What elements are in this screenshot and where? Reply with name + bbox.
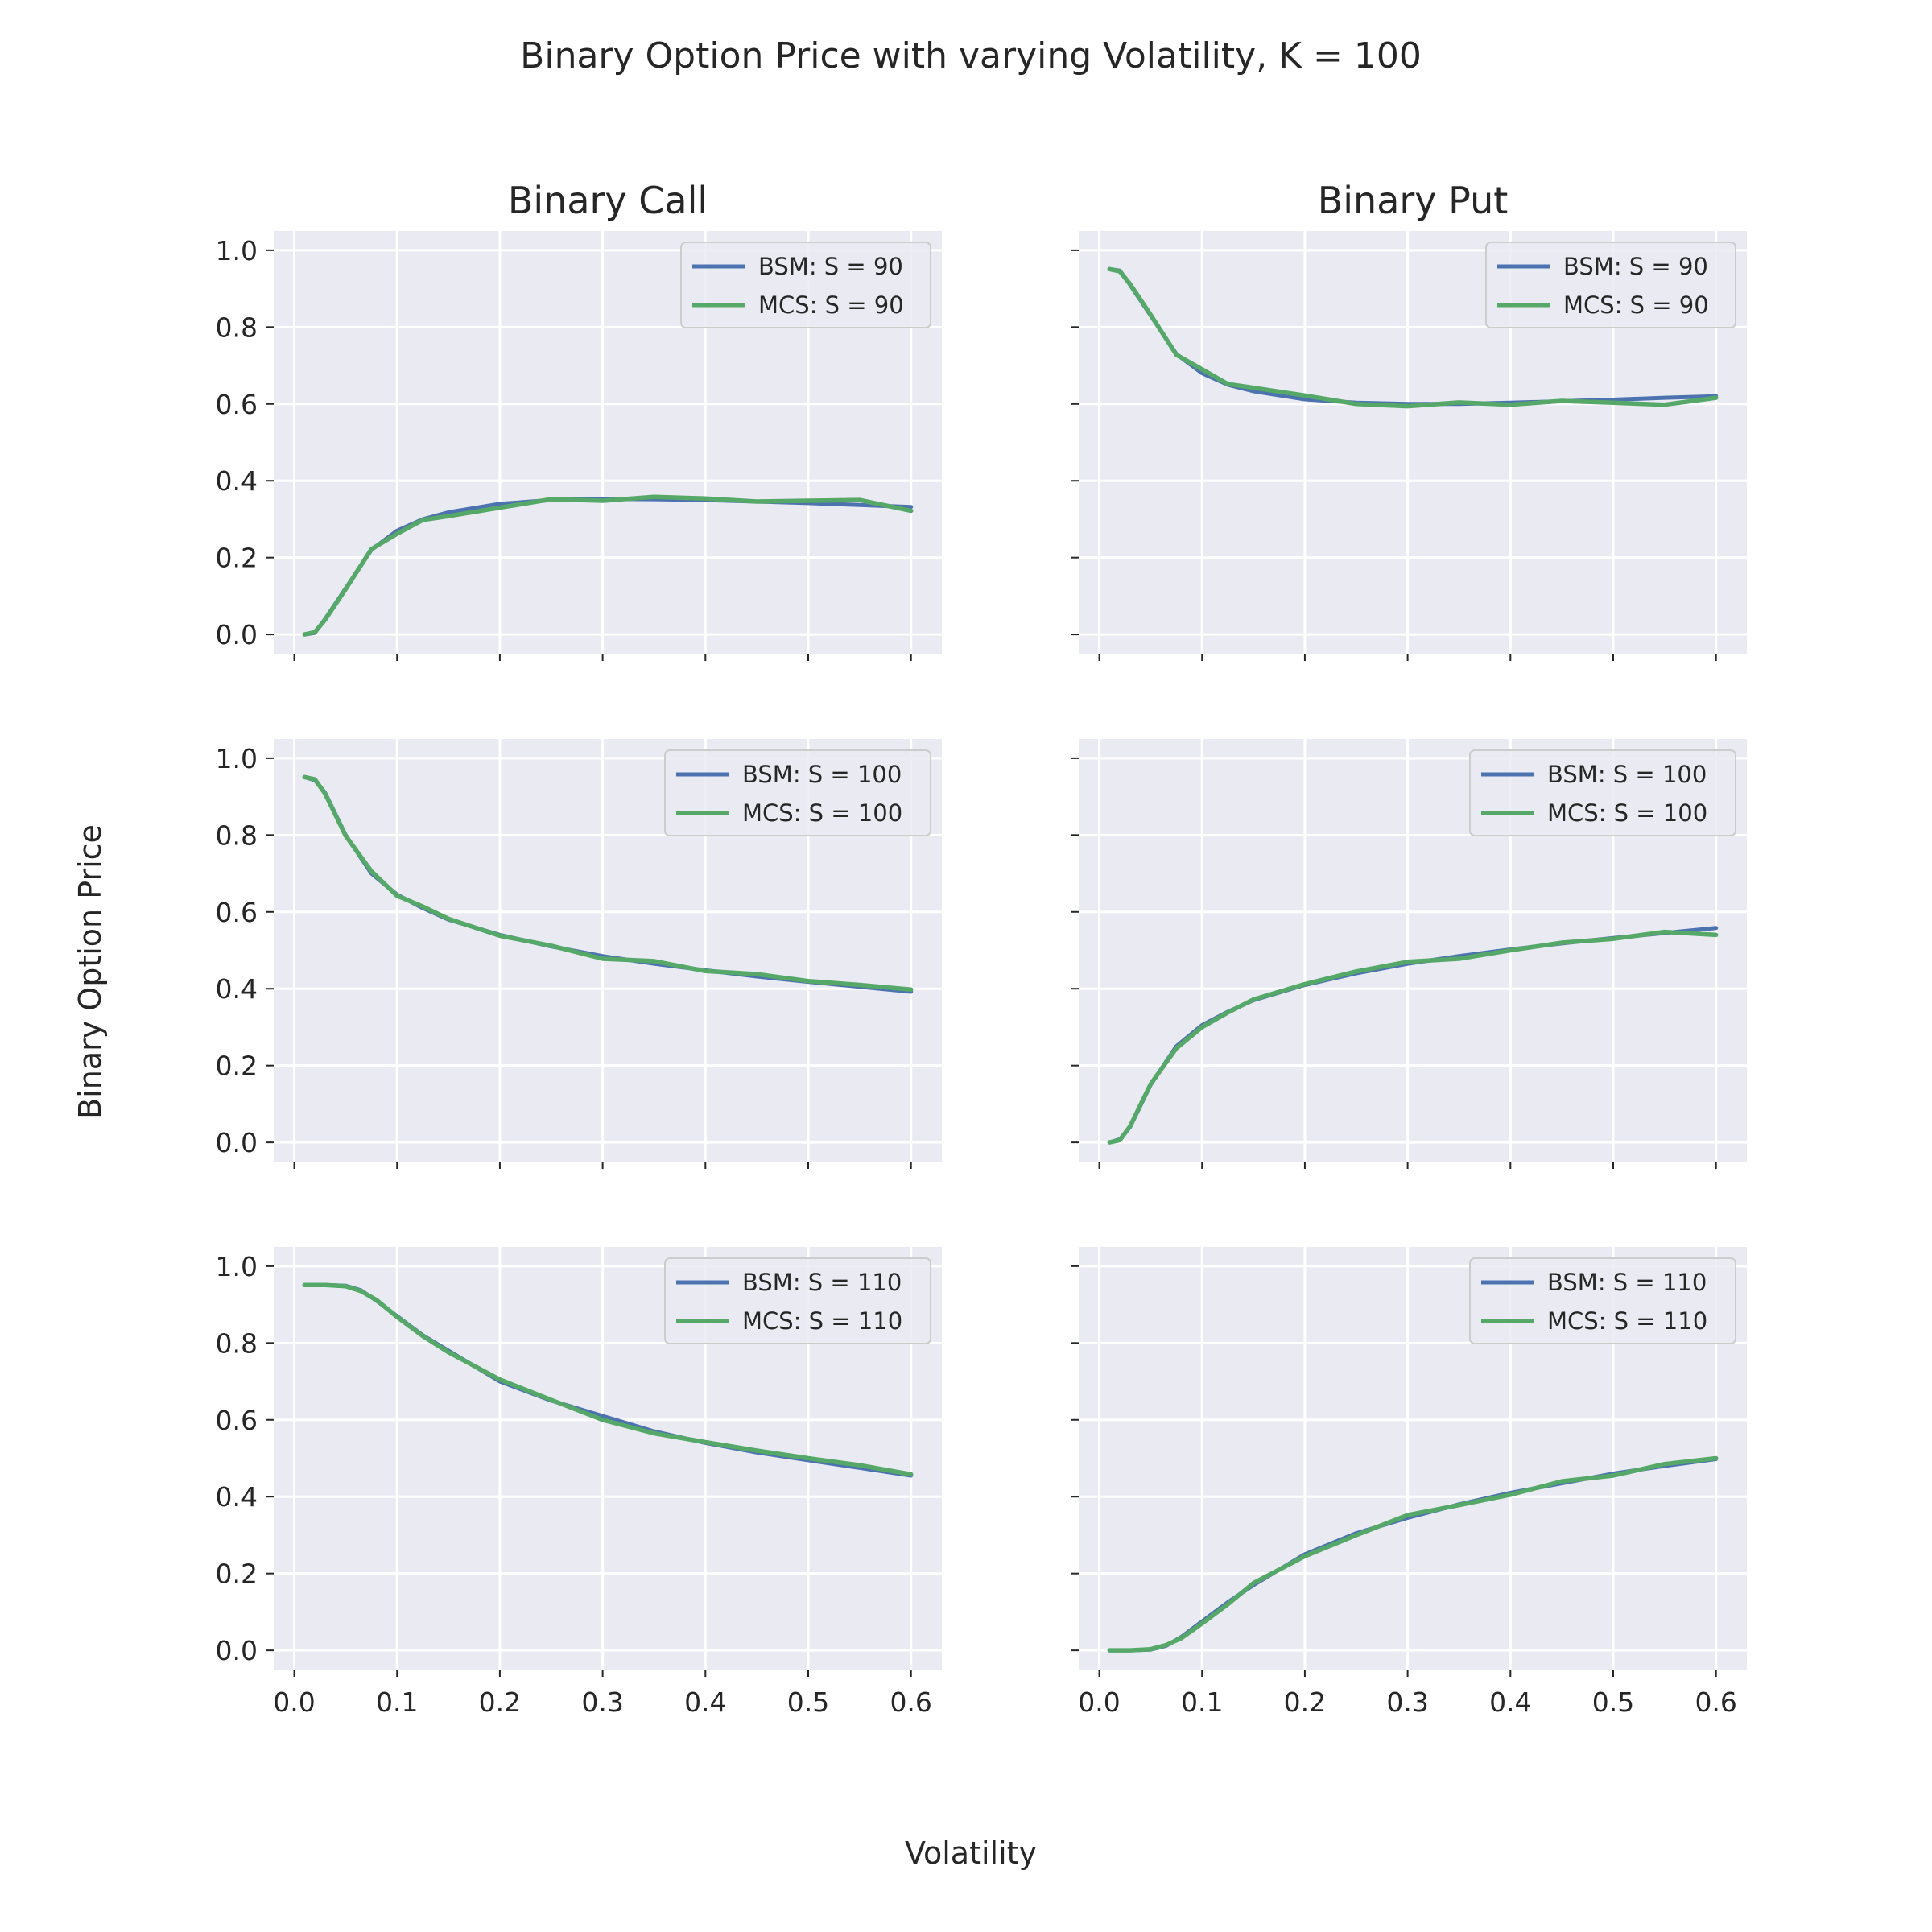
tick-label-x: 0.0 (273, 1686, 315, 1718)
legend-label: BSM: S = 110 (1547, 1269, 1707, 1296)
tick-label-x: 0.1 (376, 1686, 418, 1718)
subplot-call-s110: 0.0 0.2 0.4 0.6 0.8 1.0 0.0 0.1 0.2 0.3 0.4 0.5 0.6 B… (216, 1247, 942, 1718)
tick-label-x: 0.6 (890, 1686, 931, 1718)
tick-label-y: 1.0 (216, 235, 258, 266)
tick-label-x: 0.4 (1489, 1686, 1531, 1718)
tick-label-x: 0.3 (1386, 1686, 1428, 1718)
tick-label-x: 0.6 (1695, 1686, 1736, 1718)
tick-label-y: 1.0 (216, 1251, 258, 1282)
tick-label-y: 0.2 (216, 543, 258, 574)
legend-label: MCS: S = 90 (758, 291, 904, 319)
figure-xlabel: Volatility (905, 1835, 1037, 1871)
legend-label: MCS: S = 110 (742, 1307, 902, 1335)
tick-label-x: 0.4 (684, 1686, 726, 1718)
series-line-mcs (1107, 266, 1719, 409)
legend-label: BSM: S = 90 (758, 253, 903, 280)
legend: BSM: S = 90 MCS: S = 90 (680, 242, 931, 328)
legend-label: MCS: S = 90 (1563, 291, 1709, 319)
tick-label-y: 0.0 (216, 619, 258, 650)
legend-label: BSM: S = 110 (742, 1269, 902, 1296)
tick-label-y: 0.4 (216, 465, 258, 497)
tick-label-x: 0.2 (1284, 1686, 1326, 1718)
tick-label-y: 0.2 (216, 1558, 258, 1590)
legend-label: BSM: S = 90 (1563, 253, 1708, 280)
legend-box (664, 1257, 931, 1344)
column-title-put: Binary Put (1318, 179, 1509, 222)
tick-label-y: 0.6 (216, 897, 258, 928)
subplot-call-s100: 0.0 0.2 0.4 0.6 0.8 1.0 BSM: S = 100 MCS: S = 1… (216, 739, 942, 1169)
figure-ylabel: Binary Option Price (72, 824, 108, 1119)
tick-label-x: 0.0 (1078, 1686, 1120, 1718)
tick-label-x: 0.3 (581, 1686, 623, 1718)
column-title-call: Binary Call (508, 179, 708, 222)
tick-label-x: 0.1 (1181, 1686, 1223, 1718)
series-line-mcs (302, 1282, 914, 1477)
series-line-mcs (1107, 1455, 1719, 1653)
tick-label-y: 0.2 (216, 1051, 258, 1082)
legend: BSM: S = 100 MCS: S = 100 (664, 749, 931, 836)
subplot-put-s90: BSM: S = 90 MCS: S = 90 (1071, 231, 1747, 661)
tick-label-x: 0.5 (787, 1686, 829, 1718)
tick-label-y: 0.6 (216, 1405, 258, 1436)
legend: BSM: S = 100 MCS: S = 100 (1469, 749, 1736, 836)
legend-label: MCS: S = 110 (1547, 1307, 1707, 1335)
legend: BSM: S = 110 MCS: S = 110 (664, 1257, 931, 1344)
subplots-grid: 0.0 0.2 0.4 0.6 0.8 1.0 BSM: S = 90 MCS: S = 90… (216, 231, 1747, 1718)
subplot-call-s90: 0.0 0.2 0.4 0.6 0.8 1.0 BSM: S = 90 MCS: S = 90 (216, 231, 942, 661)
tick-label-x: 0.5 (1592, 1686, 1634, 1718)
tick-label-y: 0.6 (216, 389, 258, 420)
tick-label-y: 0.8 (216, 819, 258, 851)
subplot-put-s110: 0.0 0.1 0.2 0.3 0.4 0.5 0.6 BSM: S = 110 MCS: S … (1071, 1247, 1747, 1718)
subplot-put-s100: BSM: S = 100 MCS: S = 100 (1071, 739, 1747, 1169)
series-line-mcs (1107, 929, 1719, 1145)
tick-label-y: 0.0 (216, 1127, 258, 1158)
legend-box (664, 749, 931, 836)
legend-label: MCS: S = 100 (742, 799, 902, 827)
figure-title: Binary Option Price with varying Volatil… (520, 35, 1422, 76)
tick-label-x: 0.2 (479, 1686, 521, 1718)
legend-label: BSM: S = 100 (1547, 761, 1707, 788)
tick-label-y: 1.0 (216, 743, 258, 774)
legend-label: MCS: S = 100 (1547, 799, 1707, 827)
tick-label-y: 0.4 (216, 973, 258, 1005)
legend-label: BSM: S = 100 (742, 761, 902, 788)
series-line-mcs (302, 494, 914, 637)
legend-box (1469, 749, 1736, 836)
legend-box (1469, 1257, 1736, 1344)
tick-label-y: 0.8 (216, 312, 258, 343)
legend: BSM: S = 110 MCS: S = 110 (1469, 1257, 1736, 1344)
series-line-mcs (302, 774, 914, 992)
tick-label-y: 0.4 (216, 1481, 258, 1513)
tick-label-y: 0.8 (216, 1327, 258, 1359)
legend: BSM: S = 90 MCS: S = 90 (1485, 242, 1736, 328)
tick-label-y: 0.0 (216, 1635, 258, 1666)
